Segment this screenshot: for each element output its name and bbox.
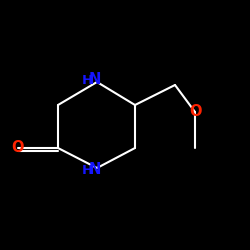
Text: H: H [82,74,92,86]
Text: N: N [89,162,101,178]
Text: H: H [82,164,92,176]
Text: N: N [89,72,101,88]
Text: O: O [12,140,24,156]
Text: O: O [189,104,201,120]
